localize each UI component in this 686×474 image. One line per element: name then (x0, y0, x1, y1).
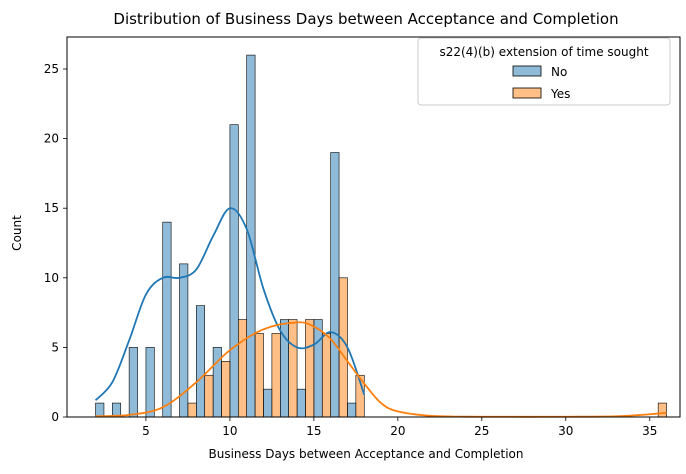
legend-label-no: No (551, 65, 567, 79)
x-tick-label: 5 (142, 424, 150, 438)
kde-line-no (94, 207, 366, 401)
y-axis-ticks: 0 5 10 15 20 25 (44, 62, 67, 424)
y-tick-label: 0 (51, 410, 59, 424)
bar-yes-9 (221, 361, 231, 418)
x-tick-label: 15 (306, 424, 321, 438)
x-tick-label: 25 (474, 424, 489, 438)
y-tick-label: 5 (51, 340, 59, 354)
bar-yes-15 (321, 333, 331, 418)
chart-title: Distribution of Business Days between Ac… (113, 10, 618, 28)
bar-yes-12 (271, 333, 281, 418)
legend-title: s22(4)(b) extension of time sought (439, 45, 648, 59)
bar-no-8 (196, 305, 206, 418)
x-tick-label: 20 (390, 424, 405, 438)
y-axis-label: Count (10, 215, 24, 251)
bar-yes-35 (657, 402, 667, 418)
bar-no-2 (95, 402, 105, 418)
bar-yes-16 (338, 277, 348, 418)
y-tick-label: 20 (44, 132, 59, 146)
bar-no-17 (347, 402, 357, 418)
bar-no-6 (162, 221, 172, 418)
x-tick-label: 10 (222, 424, 237, 438)
legend: s22(4)(b) extension of time sought No Ye… (417, 37, 671, 106)
y-tick-label: 10 (44, 271, 59, 285)
legend-swatch-no (512, 65, 542, 77)
bar-yes-14 (305, 319, 315, 418)
x-axis-label: Business Days between Acceptance and Com… (209, 447, 524, 461)
bar-yes-13 (288, 319, 298, 418)
legend-label-yes: Yes (550, 87, 570, 101)
bar-no-11 (246, 54, 256, 418)
bar-yes-11 (254, 333, 264, 418)
bar-yes-10 (238, 319, 248, 418)
bars-layer (95, 54, 667, 418)
plot-frame (66, 36, 681, 418)
bar-yes-7 (187, 402, 197, 418)
bar-yes-8 (204, 374, 214, 418)
y-tick-label: 25 (44, 62, 59, 76)
bar-no-12 (263, 388, 273, 418)
bar-no-14 (296, 388, 306, 418)
y-tick-label: 15 (44, 201, 59, 215)
bar-no-4 (128, 347, 138, 418)
bar-no-15 (313, 319, 323, 418)
x-axis-ticks: 5 10 15 20 25 30 35 (142, 417, 657, 438)
legend-box (417, 37, 671, 106)
x-tick-label: 35 (642, 424, 657, 438)
bar-no-5 (145, 347, 155, 418)
legend-swatch-yes (512, 87, 542, 99)
bar-no-16 (330, 152, 340, 418)
x-tick-label: 30 (558, 424, 573, 438)
bar-no-10 (229, 124, 239, 418)
